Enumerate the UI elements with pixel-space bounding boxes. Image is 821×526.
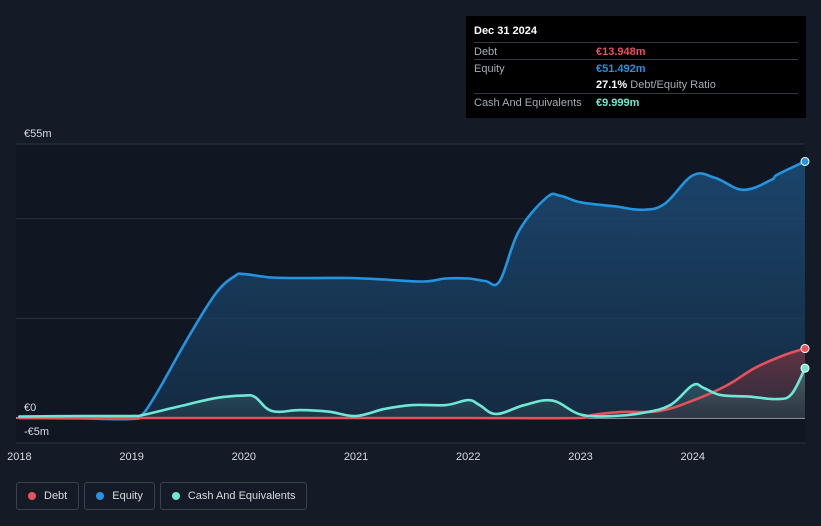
legend-debt-label: Debt [44,490,68,502]
y-tick-label: -€5m [24,426,49,438]
chart-legend: Debt Equity Cash And Equivalents [16,482,308,510]
equity-area [19,161,806,420]
legend-equity-label: Equity [112,490,143,502]
x-axis-labels: 2018 2019 2020 2021 2022 2023 2024 [7,451,705,463]
tooltip-equity-label: Equity [474,63,505,75]
legend-item-equity[interactable]: Equity [84,482,155,510]
equity-dot-icon [96,492,105,500]
debt-dot-icon [28,492,36,500]
debt-end-marker [800,344,810,354]
equity-end-marker [800,156,810,166]
x-tick-label: 2024 [681,451,705,463]
y-axis-labels: €55m €0 -€5m [24,128,52,438]
cash-dot-icon [171,492,180,500]
x-tick-label: 2022 [456,451,480,463]
cash-end-marker [800,363,810,373]
legend-item-debt[interactable]: Debt [16,482,80,510]
tooltip-equity-value: €51.492m [596,63,646,75]
x-tick-label: 2019 [119,451,143,463]
tooltip-row-debt: Debt €13.948m [474,42,798,60]
equity-line [18,160,807,421]
x-tick-label: 2020 [232,451,256,463]
tooltip-date: Dec 31 2024 [474,25,537,37]
cash-area [19,368,806,418]
tooltip-ratio: 27.1% Debt/Equity Ratio [596,79,716,91]
x-tick-label: 2021 [344,451,368,463]
tooltip-ratio-label: Debt/Equity Ratio [630,79,716,91]
y-tick-label: €0 [24,402,36,414]
tooltip-debt-label: Debt [474,46,498,58]
series-areas [19,161,806,420]
cash-line [18,366,807,418]
tooltip-panel: Dec 31 2024 Debt €13.948m Equity €51.492… [466,16,806,118]
tooltip-ratio-value: 27.1% [596,79,628,91]
tooltip-cash-label: Cash And Equivalents [474,97,582,109]
tooltip-debt-value: €13.948m [596,46,646,58]
x-tick-label: 2023 [568,451,592,463]
y-tick-label: €55m [24,128,52,140]
legend-item-cash[interactable]: Cash And Equivalents [159,482,308,510]
tooltip-row-equity: Equity €51.492m [474,59,798,77]
end-markers [800,156,810,373]
x-tick-label: 2018 [7,451,31,463]
tooltip-row-ratio: 27.1% Debt/Equity Ratio [474,76,798,93]
tooltip-row-cash: Cash And Equivalents €9.999m [474,93,798,111]
series-lines [18,160,807,421]
tooltip-cash-value: €9.999m [596,97,640,109]
legend-cash-label: Cash And Equivalents [187,490,296,502]
